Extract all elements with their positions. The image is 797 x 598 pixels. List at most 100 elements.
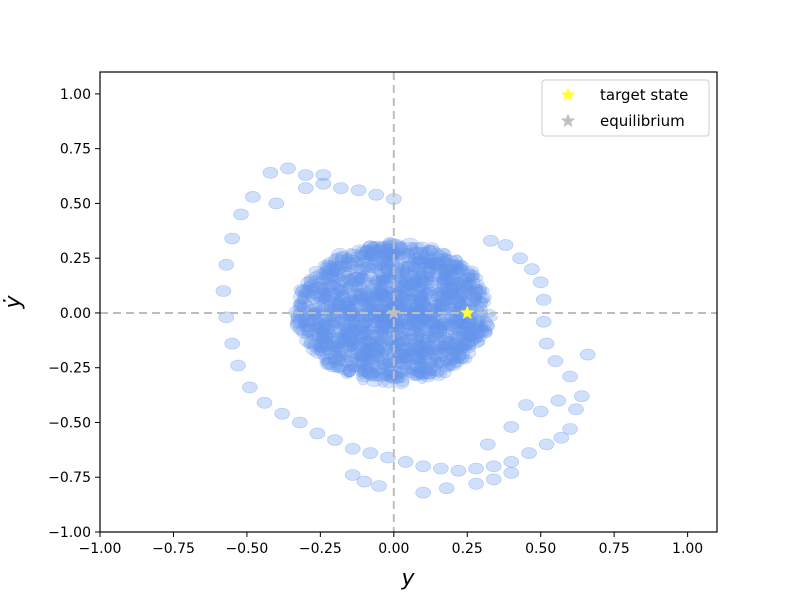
cloud-point <box>428 299 445 309</box>
cloud-point <box>453 276 465 291</box>
cloud-point <box>421 301 433 316</box>
cloud-point <box>413 283 427 294</box>
cloud-point <box>388 265 405 277</box>
cloud-point <box>342 304 354 315</box>
cloud-point <box>375 274 388 286</box>
cloud-point <box>374 317 393 329</box>
cloud-point <box>345 303 362 313</box>
cloud-point <box>371 365 383 377</box>
cloud-point <box>303 339 316 350</box>
cloud-point <box>420 246 433 258</box>
cloud-point <box>418 256 435 269</box>
cloud-point <box>358 344 373 359</box>
cloud-point <box>379 295 395 311</box>
y-tick-label: −0.75 <box>48 470 91 486</box>
cloud-point <box>316 268 328 281</box>
cloud-point <box>445 292 464 306</box>
cloud-point <box>346 315 359 329</box>
trajectory-point <box>532 405 549 418</box>
cloud-point <box>298 290 317 300</box>
trajectory-point <box>350 184 367 197</box>
cloud-point <box>327 315 340 329</box>
cloud-point <box>423 251 436 264</box>
cloud-point <box>395 365 413 376</box>
cloud-point <box>434 318 449 332</box>
cloud-point <box>339 350 352 360</box>
trajectory-point <box>521 447 537 459</box>
cloud-point <box>412 267 427 281</box>
cloud-point <box>448 339 463 353</box>
cloud-point <box>429 304 442 318</box>
cloud-point <box>394 242 406 256</box>
cloud-point <box>356 320 371 330</box>
cloud-point <box>375 351 390 365</box>
cloud-point <box>362 252 381 261</box>
cloud-point <box>473 297 491 309</box>
cloud-point <box>326 268 343 278</box>
cloud-point <box>302 282 320 293</box>
cloud-point <box>429 364 442 377</box>
y-tick-label: 1.00 <box>60 87 91 103</box>
cloud-point <box>411 314 427 327</box>
cloud-point <box>412 332 425 345</box>
cloud-point <box>404 302 421 312</box>
y-axis-label: ẏ <box>1 295 26 310</box>
cloud-point <box>444 360 456 371</box>
cloud-point <box>436 318 455 329</box>
cloud-point <box>407 338 424 352</box>
cloud-point <box>353 290 369 305</box>
cloud-point <box>299 333 318 348</box>
cloud-point <box>303 336 315 349</box>
cloud-point <box>423 284 441 294</box>
cloud-point <box>335 289 350 303</box>
cloud-point <box>370 275 389 286</box>
cloud-point <box>445 342 460 356</box>
cloud-point <box>446 276 461 286</box>
cloud-point <box>445 263 461 277</box>
cloud-point <box>406 367 426 382</box>
cloud-point <box>333 285 348 296</box>
cloud-point <box>463 326 478 340</box>
cloud-point <box>371 340 391 353</box>
cloud-point <box>433 340 451 352</box>
cloud-point <box>299 322 316 332</box>
cloud-point <box>357 297 376 306</box>
cloud-point <box>439 283 452 294</box>
cloud-point <box>405 329 418 342</box>
cloud-point <box>330 303 346 315</box>
cloud-point <box>380 296 394 308</box>
trajectory-point <box>573 390 590 403</box>
y-tick-label: −0.25 <box>48 361 91 377</box>
cloud-point <box>327 279 347 289</box>
cloud-point <box>440 343 452 358</box>
cloud-point <box>433 287 446 297</box>
cloud-point <box>418 258 438 274</box>
cloud-point <box>322 353 337 365</box>
cloud-point <box>423 264 437 279</box>
cloud-point <box>364 287 383 302</box>
cloud-point <box>322 331 334 345</box>
cloud-point <box>384 327 400 338</box>
cloud-point <box>441 332 453 345</box>
cloud-point <box>323 278 338 293</box>
cloud-point <box>433 357 445 369</box>
cloud-point <box>411 271 428 286</box>
cloud-point <box>413 348 429 359</box>
cloud-point <box>465 278 485 289</box>
cloud-point <box>440 253 452 263</box>
cloud-point <box>431 321 450 330</box>
cloud-point <box>452 264 464 275</box>
cloud-point <box>293 290 311 305</box>
trajectory-point <box>503 421 520 433</box>
cloud-point <box>422 255 439 270</box>
cloud-point <box>360 361 374 372</box>
cloud-point <box>329 360 343 373</box>
cloud-point <box>450 318 465 330</box>
cloud-point <box>384 244 396 256</box>
cloud-point <box>442 336 455 345</box>
cloud-point <box>470 320 487 333</box>
cloud-point <box>366 241 383 256</box>
trajectory-point <box>562 423 578 435</box>
cloud-point <box>295 285 313 299</box>
cloud-point <box>347 320 359 334</box>
